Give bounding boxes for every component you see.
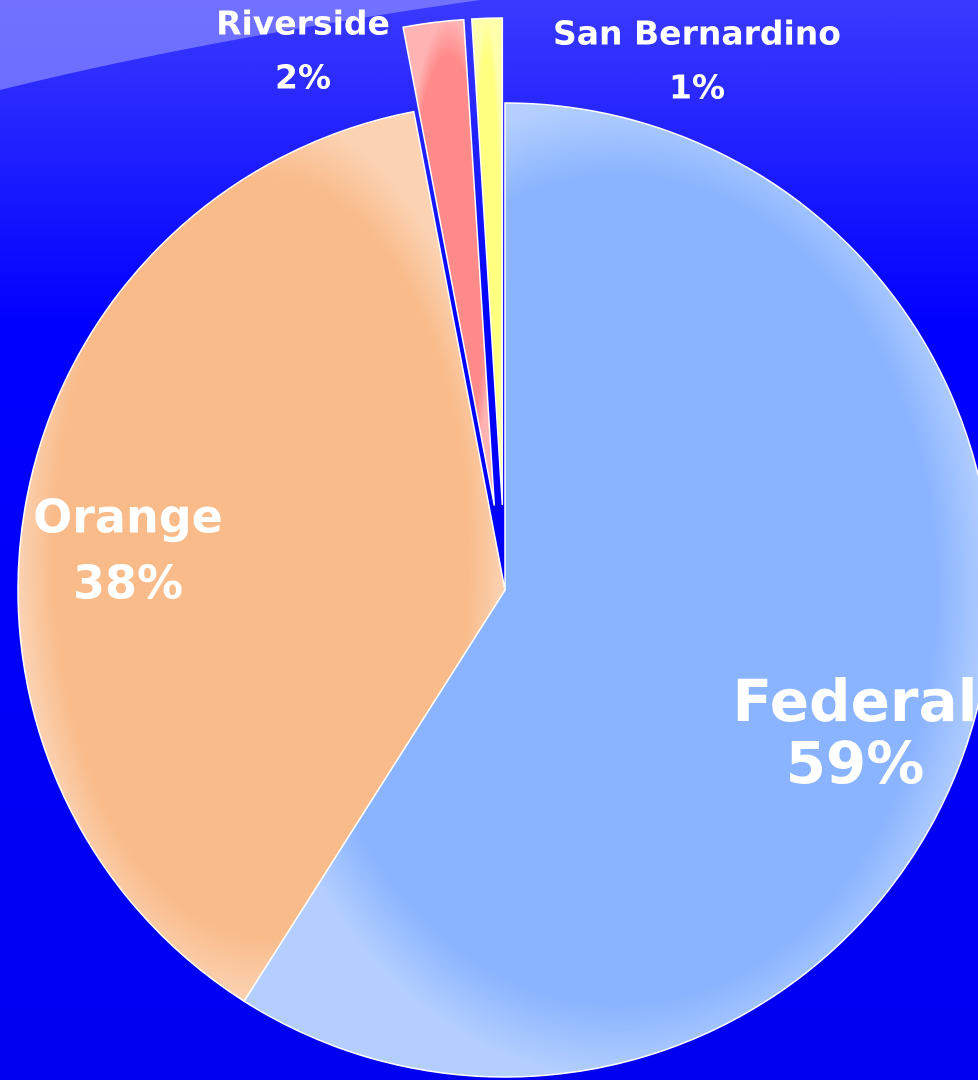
slice-value-label: 38% [73,556,183,610]
slice-value-label: 1% [669,68,725,107]
slice-label: San Bernardino [553,14,841,53]
slice-label: Orange [33,490,223,544]
slice-label: Riverside [216,4,390,43]
slice-value-label: 2% [275,58,331,97]
slice-value-label: 59% [786,729,925,797]
slice-label: Federal [732,667,977,735]
background-swoosh [0,0,480,90]
